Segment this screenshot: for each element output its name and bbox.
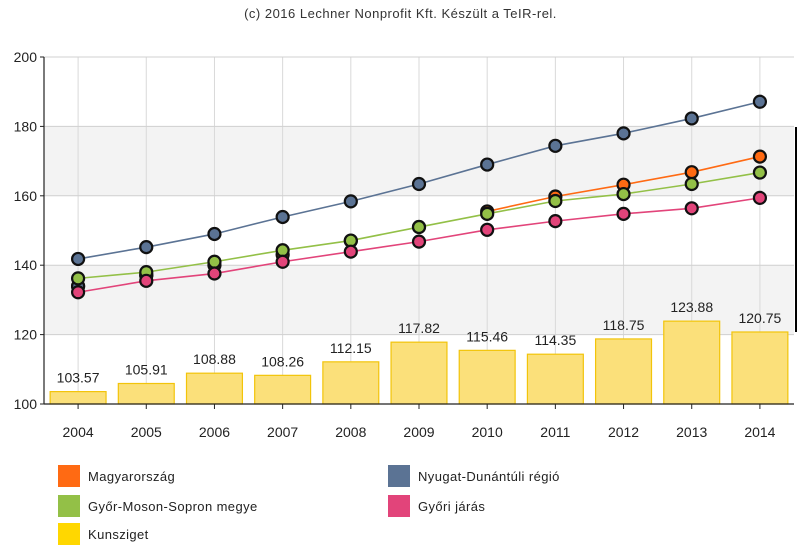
marker-Nyugat-Dunántúli régió-2010 <box>480 157 495 172</box>
marker-Győr-Moson-Sopron megye-2007 <box>275 243 290 258</box>
marker-Nyugat-Dunántúli régió-2008 <box>343 194 358 209</box>
x-tick-label: 2013 <box>676 424 707 440</box>
x-tick-label: 2011 <box>540 424 570 440</box>
bar-label: 123.88 <box>670 299 713 315</box>
marker-Győri járás-2012 <box>616 206 631 221</box>
chart: 103.57 105.91 108.88 108.26 112.15 117.82 115.… <box>14 49 797 440</box>
bar-kunsziget-2008 <box>322 361 380 405</box>
bar-label: 118.75 <box>603 317 645 333</box>
y-tick-label: 100 <box>14 396 38 412</box>
legend-label: Győri járás <box>418 498 486 514</box>
x-tick-label: 2010 <box>472 424 503 440</box>
bar-label: 120.75 <box>738 310 781 326</box>
marker-Győri járás-2013 <box>684 201 699 216</box>
bar-labels: 103.57 105.91 108.88 108.26 112.15 117.82 115.… <box>57 299 782 385</box>
legend-swatch <box>58 465 80 487</box>
bar-kunsziget-2010 <box>458 349 516 405</box>
bar-label: 115.46 <box>466 328 508 344</box>
axes <box>40 56 797 409</box>
x-tick-labels: 2004 2005 2006 2007 2008 2009 2010 2011 2012 2013… <box>63 424 776 440</box>
bar-label: 117.82 <box>398 320 440 336</box>
marker-Nyugat-Dunántúli régió-2006 <box>207 226 222 242</box>
legend-label: Kunsziget <box>88 526 149 542</box>
bar-label: 112.15 <box>330 340 372 356</box>
bar-kunsziget-2007 <box>254 374 312 405</box>
marker-Nyugat-Dunántúli régió-2007 <box>275 209 290 225</box>
x-tick-label: 2006 <box>199 424 230 440</box>
legend-item-gyor-moson-sopron-megye[interactable]: Győr-Moson-Sopron megye <box>58 495 258 517</box>
x-tick-label: 2005 <box>131 424 162 440</box>
marker-Győr-Moson-Sopron megye-2014 <box>752 165 768 180</box>
bar-kunsziget-2014 <box>731 331 789 405</box>
line-markers <box>70 94 768 300</box>
bar-kunsziget-2005 <box>117 382 175 405</box>
legend: Magyarország Nyugat-Dunántúli régió Győr… <box>0 460 801 554</box>
marker-Nyugat-Dunántúli régió-2004 <box>70 251 86 267</box>
bar-label: 114.35 <box>534 332 576 348</box>
legend-label: Győr-Moson-Sopron megye <box>88 498 258 514</box>
marker-Győr-Moson-Sopron megye-2012 <box>616 186 631 202</box>
marker-Győri járás-2006 <box>207 266 222 281</box>
x-tick-label: 2008 <box>335 424 366 440</box>
bar-kunsziget-2011 <box>526 353 584 405</box>
bar-kunsziget-2012 <box>594 338 653 405</box>
legend-label: Magyarország <box>88 468 176 484</box>
legend-item-magyarorszag[interactable]: Magyarország <box>58 465 175 487</box>
marker-Győr-Moson-Sopron megye-2004 <box>70 271 86 286</box>
x-tick-label: 2012 <box>608 424 639 440</box>
marker-Győr-Moson-Sopron megye-2013 <box>684 176 699 192</box>
marker-Nyugat-Dunántúli régió-2005 <box>139 240 154 255</box>
y-tick-label: 140 <box>14 257 38 273</box>
marker-Magyarország-2014 <box>752 149 768 164</box>
legend-item-kunsziget[interactable]: Kunsziget <box>58 523 149 545</box>
marker-Magyarország-2013 <box>684 165 699 180</box>
marker-Nyugat-Dunántúli régió-2011 <box>548 138 563 153</box>
marker-Győr-Moson-Sopron megye-2011 <box>548 193 563 209</box>
bar-label: 103.57 <box>57 370 100 386</box>
bar-label: 108.26 <box>261 353 304 369</box>
marker-Győri járás-2014 <box>752 190 768 205</box>
marker-Győr-Moson-Sopron megye-2010 <box>480 206 495 221</box>
y-tick-label: 180 <box>14 118 38 134</box>
bar-label: 105.91 <box>125 361 168 377</box>
legend-label: Nyugat-Dunántúli régió <box>418 468 560 484</box>
marker-Nyugat-Dunántúli régió-2013 <box>684 111 699 126</box>
bar-kunsziget-2004 <box>49 391 107 405</box>
y-tick-label: 120 <box>14 327 38 343</box>
marker-Győri járás-2010 <box>480 222 495 237</box>
legend-item-gyori-jaras[interactable]: Győri járás <box>388 495 485 517</box>
bar-label: 108.88 <box>193 351 236 367</box>
marker-Győri járás-2004 <box>70 285 86 300</box>
legend-swatch <box>388 495 410 517</box>
marker-Győri járás-2011 <box>548 214 563 229</box>
bar-kunsziget-2009 <box>390 341 448 405</box>
marker-Győri járás-2009 <box>411 234 427 249</box>
grid-lines <box>44 56 794 405</box>
legend-swatch <box>58 495 80 517</box>
marker-Győr-Moson-Sopron megye-2006 <box>207 254 222 269</box>
marker-Nyugat-Dunántúli régió-2012 <box>616 126 631 141</box>
x-tick-label: 2007 <box>267 424 298 440</box>
marker-Nyugat-Dunántúli régió-2014 <box>752 94 768 109</box>
legend-swatch <box>58 523 80 545</box>
x-tick-label: 2004 <box>63 424 94 440</box>
legend-swatch <box>388 465 410 487</box>
marker-Győr-Moson-Sopron megye-2009 <box>411 219 427 235</box>
y-tick-label: 160 <box>14 188 38 204</box>
marker-Győri járás-2005 <box>139 273 154 288</box>
marker-Győri járás-2007 <box>275 254 290 269</box>
bar-series <box>49 320 789 405</box>
y-tick-label: 200 <box>14 49 38 65</box>
marker-Nyugat-Dunántúli régió-2009 <box>411 176 427 192</box>
bar-kunsziget-2006 <box>185 372 244 405</box>
bar-kunsziget-2013 <box>663 320 721 405</box>
legend-item-nyugat-dunantuli-regio[interactable]: Nyugat-Dunántúli régió <box>388 465 560 487</box>
y-tick-labels: 100 120 140 160 180 200 <box>14 49 38 412</box>
chart-caption: (c) 2016 Lechner Nonprofit Kft. Készült … <box>244 6 557 21</box>
x-tick-label: 2009 <box>403 424 434 440</box>
x-tick-label: 2014 <box>744 424 775 440</box>
marker-Győri járás-2008 <box>343 244 358 259</box>
